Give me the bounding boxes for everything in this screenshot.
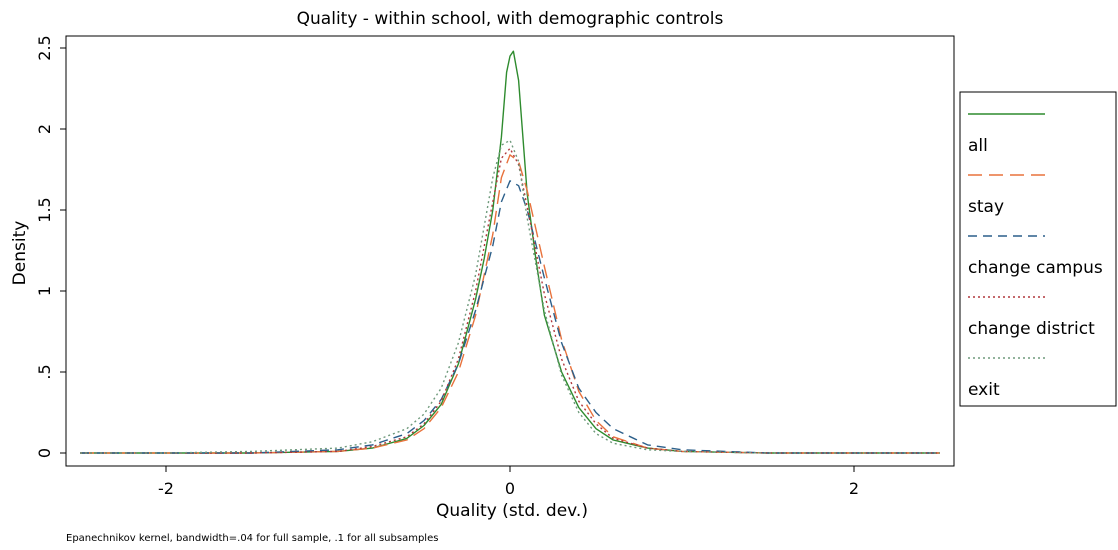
legend: all stay change campus change district exit (968, 113, 1103, 400)
y-tick-label: 1.5 (35, 197, 54, 222)
y-tick-label: .5 (35, 364, 54, 379)
legend-label: change district (968, 319, 1095, 339)
legend-label: all (968, 136, 988, 156)
y-tick-label: 1 (35, 286, 54, 296)
series-lines (80, 50, 940, 454)
y-axis-label: Density (10, 221, 30, 286)
series-line-all (80, 50, 940, 454)
legend-label: exit (968, 380, 1000, 400)
y-tick-label: 2 (35, 124, 54, 134)
series-line-change-district (80, 147, 940, 454)
chart-title: Quality - within school, with demographi… (297, 9, 724, 29)
series-line-exit (80, 139, 940, 454)
legend-box (959, 91, 1117, 407)
x-tick-label: 0 (505, 479, 515, 498)
series-line-stay (80, 154, 940, 454)
plot-frame (65, 35, 955, 467)
x-axis-label: Quality (std. dev.) (436, 501, 588, 521)
x-tick-label: -2 (158, 479, 174, 498)
x-axis: -2 0 2 (158, 466, 859, 498)
x-tick-label: 2 (849, 479, 859, 498)
legend-label: stay (968, 197, 1004, 217)
y-axis: 0 .5 1 1.5 2 2.5 (35, 35, 66, 458)
y-tick-label: 2.5 (35, 35, 54, 60)
legend-label: change campus (968, 258, 1103, 278)
series-line-change-campus (80, 180, 940, 454)
y-tick-label: 0 (35, 448, 54, 458)
chart-note: Epanechnikov kernel, bandwidth=.04 for f… (66, 533, 438, 544)
